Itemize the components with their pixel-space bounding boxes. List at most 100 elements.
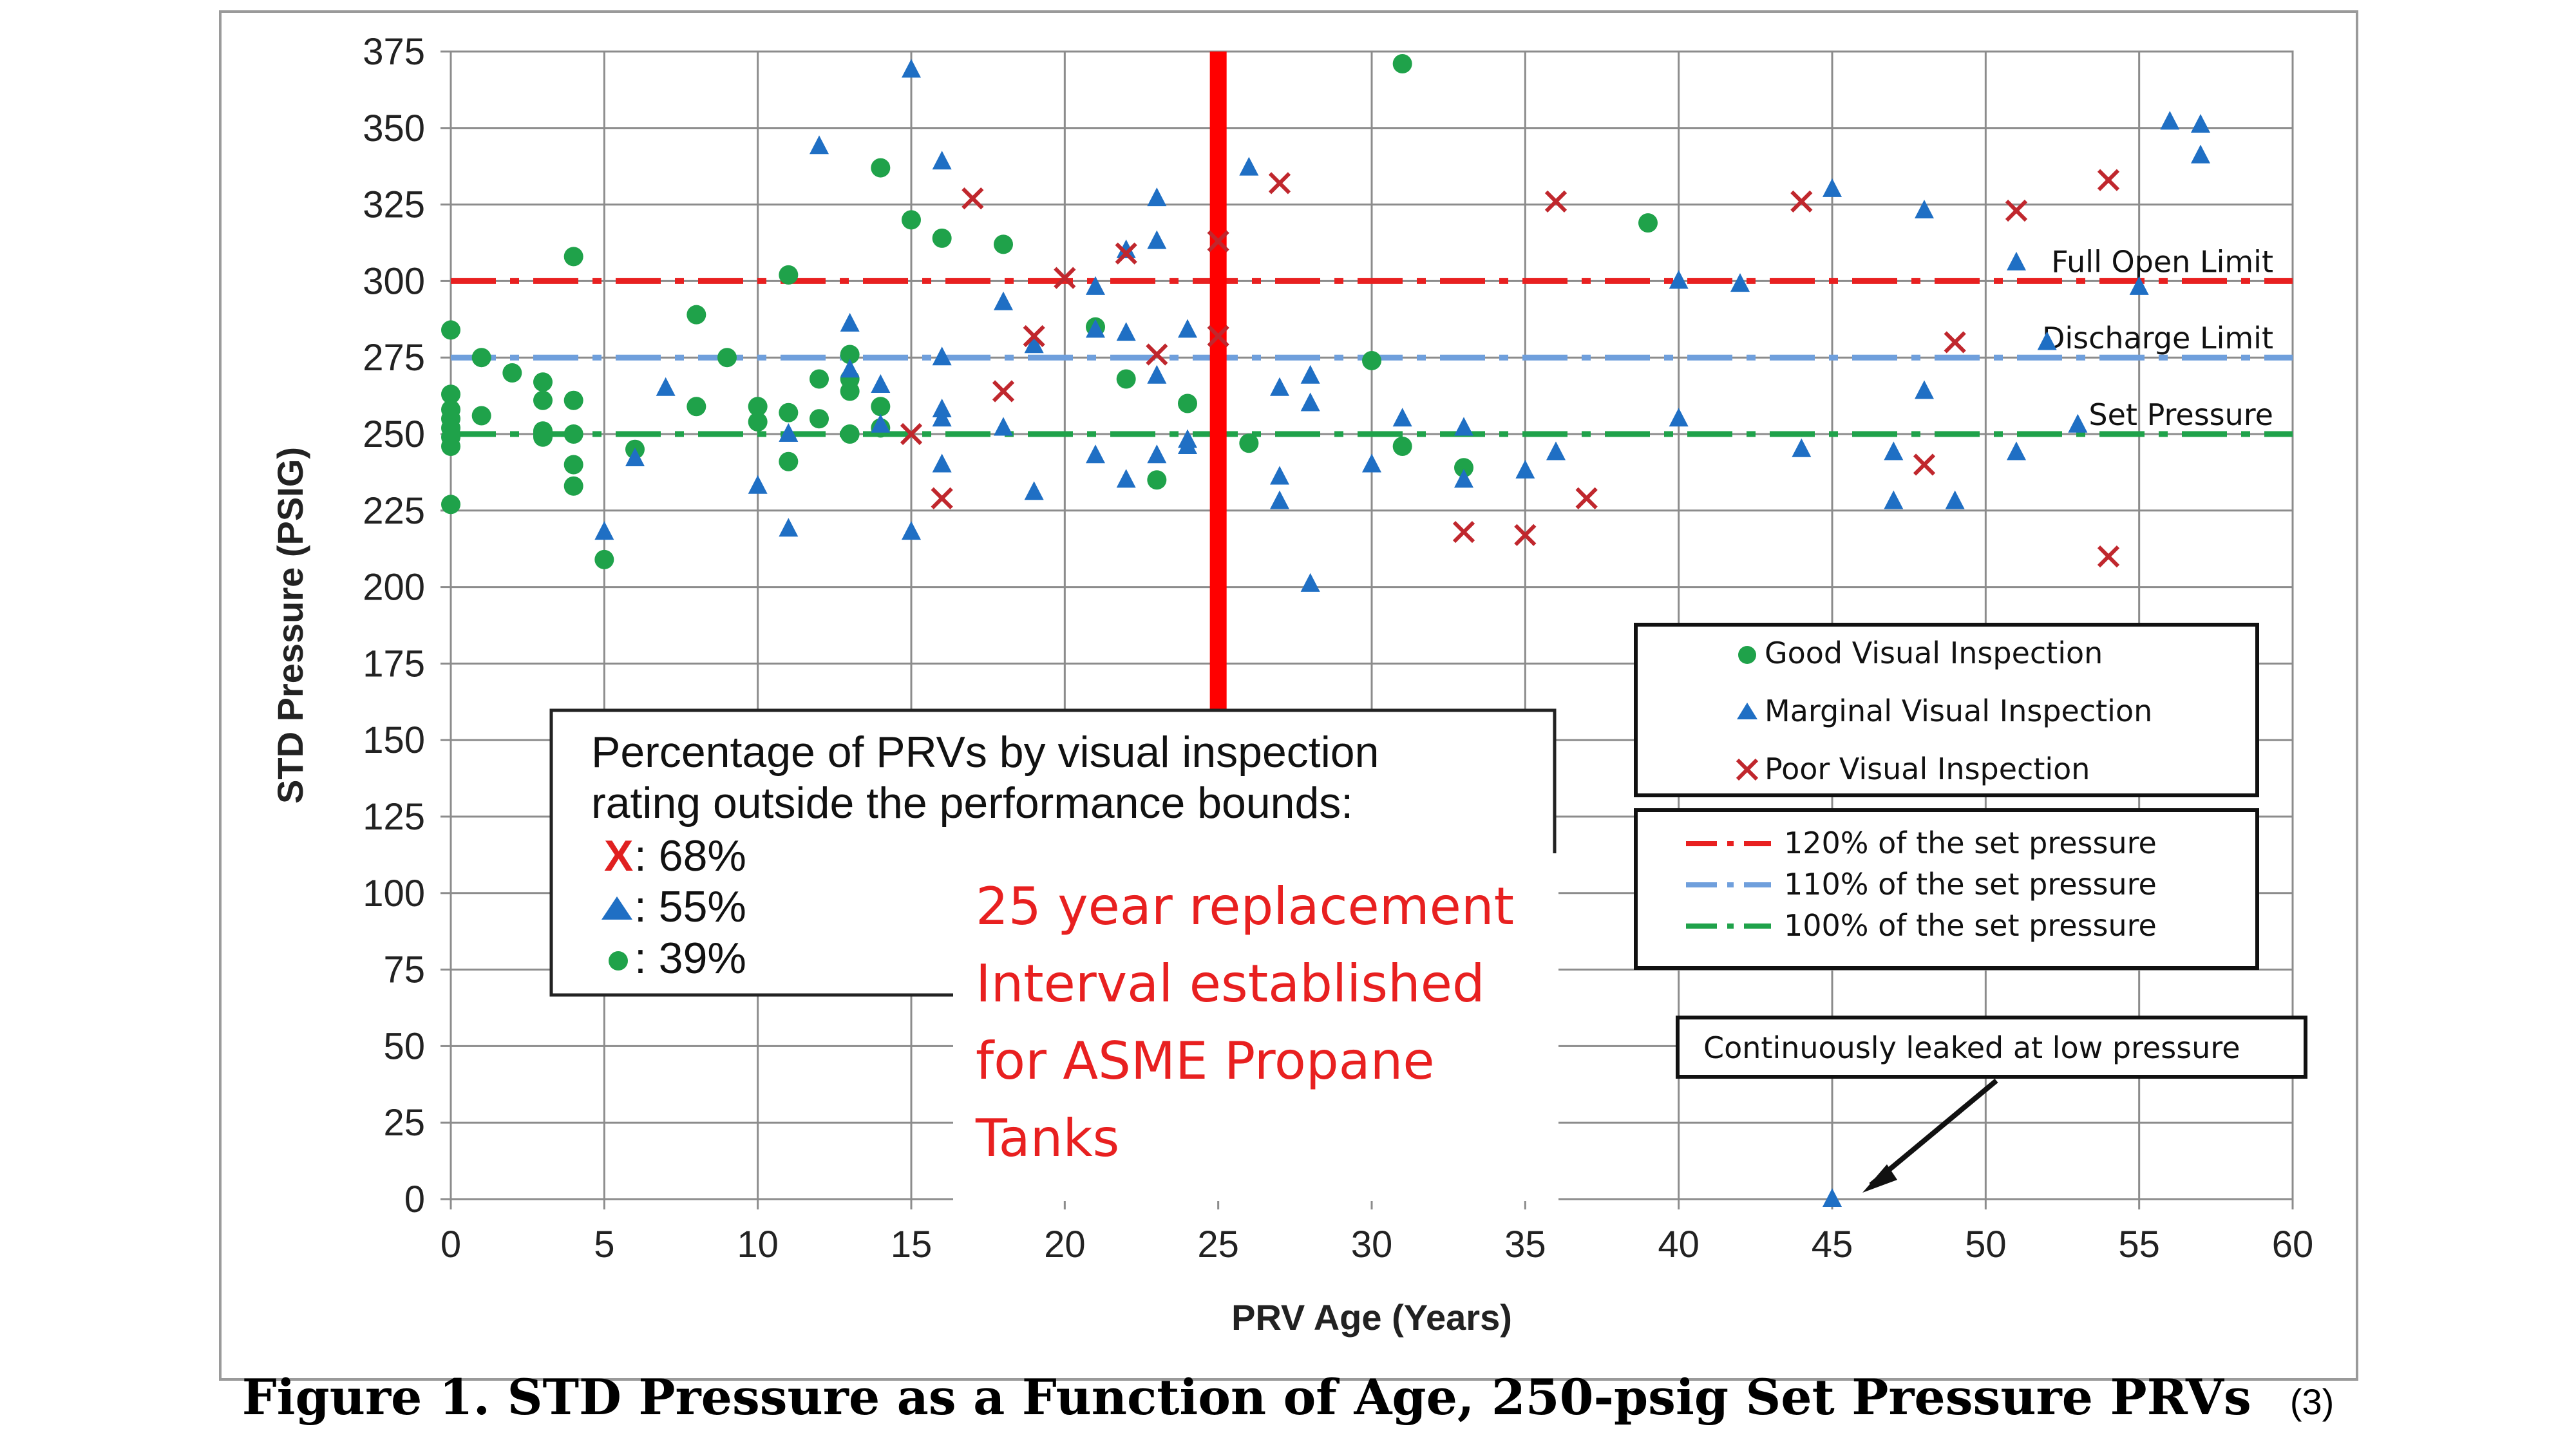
marginal-percentage: : 55% xyxy=(634,882,746,931)
marginal-point xyxy=(902,521,921,540)
leak-arrowhead xyxy=(1862,1164,1897,1193)
marginal-point xyxy=(625,448,645,467)
marginal-point xyxy=(1116,239,1136,258)
marginal-point xyxy=(1362,453,1381,473)
good-point xyxy=(932,228,952,248)
marginal-point xyxy=(840,359,860,378)
good-point xyxy=(871,158,891,178)
marginal-point xyxy=(994,291,1013,310)
poor-point xyxy=(1054,267,1076,289)
good-point xyxy=(1392,54,1412,74)
marginal-point xyxy=(1546,441,1566,460)
y-tick-label: 350 xyxy=(363,108,425,149)
marginal-point xyxy=(1945,490,1965,509)
percentage-box-title-2: rating outside the performance bounds: xyxy=(591,779,1353,828)
good-point xyxy=(533,427,553,447)
good-point xyxy=(533,372,553,392)
marginal-point xyxy=(2068,413,2088,433)
marginal-point xyxy=(1792,438,1812,457)
poor-point xyxy=(1207,230,1229,252)
good-point xyxy=(564,455,583,475)
marginal-point xyxy=(748,475,768,494)
marginal-point xyxy=(779,423,799,442)
marginal-point xyxy=(1300,365,1320,384)
marginal-point xyxy=(2160,111,2180,130)
reference-mark: (3) xyxy=(2289,1381,2334,1422)
good-point xyxy=(687,305,706,325)
line-legend: 120% of the set pressure 110% of the set… xyxy=(1634,808,2259,970)
marginal-point xyxy=(1147,230,1167,249)
x-tick-label: 0 xyxy=(440,1224,461,1265)
marginal-point xyxy=(1116,322,1136,341)
x-tick-label: 10 xyxy=(737,1224,779,1265)
marginal-point xyxy=(1239,156,1259,176)
marginal-point xyxy=(871,413,891,433)
y-axis-label: STD Pressure (PSIG) xyxy=(270,447,310,804)
marginal-point xyxy=(1178,319,1197,338)
marginal-point xyxy=(1300,573,1320,592)
replacement-note-line-3: for ASME Propane xyxy=(976,1031,1435,1091)
good-point xyxy=(902,210,921,230)
legend-poor-marker xyxy=(1736,758,1759,781)
marginal-point xyxy=(1147,444,1167,464)
good-point xyxy=(748,412,768,431)
marginal-point xyxy=(810,135,829,155)
good-point xyxy=(441,384,460,404)
legend-good-label: Good Visual Inspection xyxy=(1765,636,2103,670)
poor-point xyxy=(1146,343,1168,366)
good-point xyxy=(748,397,768,417)
poor-point xyxy=(900,422,923,446)
marginal-point xyxy=(1147,365,1167,384)
percentage-box-title-1: Percentage of PRVs by visual inspection xyxy=(591,728,1379,777)
data-points xyxy=(441,54,2210,1207)
good-point xyxy=(564,424,583,444)
marginal-point xyxy=(2037,331,2057,350)
marginal-point xyxy=(1454,469,1473,488)
replacement-note: 25 year replacement Interval established… xyxy=(975,876,1514,1168)
y-tick-label: 175 xyxy=(363,643,425,685)
legend-marginal-marker xyxy=(1737,703,1757,719)
poor-point xyxy=(2097,545,2120,568)
good-point xyxy=(502,363,522,383)
leak-arrow xyxy=(1869,1078,1998,1188)
marginal-point xyxy=(1300,392,1320,412)
good-point xyxy=(471,406,491,426)
marginal-point xyxy=(1178,435,1197,455)
good-point xyxy=(810,369,829,389)
marginal-point xyxy=(2007,251,2026,270)
poor-percentage: : 68% xyxy=(634,831,746,880)
x-tick-label: 40 xyxy=(1658,1224,1700,1265)
y-tick-label: 300 xyxy=(363,260,425,302)
poor-point xyxy=(1575,487,1598,509)
good-point xyxy=(1454,458,1473,478)
good-point xyxy=(1239,433,1259,453)
leak-annotation-label: Continuously leaked at low pressure xyxy=(1703,1030,2240,1065)
good-point xyxy=(594,549,614,569)
good-point xyxy=(1362,350,1381,370)
marginal-point xyxy=(1884,441,1904,460)
good-point xyxy=(1392,437,1412,457)
marginal-point xyxy=(871,374,891,393)
marginal-point xyxy=(1086,444,1105,464)
y-tick-label: 0 xyxy=(404,1179,425,1220)
marginal-point xyxy=(932,151,952,170)
replacement-note-line-4: Tanks xyxy=(975,1108,1119,1168)
tick-labels: 0 5 10 15 20 25 30 35 40 45 50 55 60 0 25 50 75 100 125 150… xyxy=(363,31,2313,1265)
x-tick-label: 55 xyxy=(2118,1224,2160,1265)
poor-point xyxy=(1790,190,1813,213)
x-tick-label: 25 xyxy=(1197,1224,1239,1265)
good-point xyxy=(779,402,799,422)
legend-good-marker xyxy=(1738,646,1756,664)
good-point xyxy=(871,397,891,417)
marginal-point xyxy=(1024,481,1044,500)
good-point xyxy=(779,265,799,285)
poor-point xyxy=(1944,331,1966,354)
poor-point xyxy=(1207,325,1229,348)
y-tick-label: 25 xyxy=(383,1102,425,1144)
marginal-point xyxy=(1270,377,1289,396)
marginal-point xyxy=(1270,466,1289,485)
x-tick-label: 45 xyxy=(1812,1224,1853,1265)
replacement-note-line-2: Interval established xyxy=(976,954,1485,1014)
reference-line-label: Set Pressure xyxy=(2088,397,2273,432)
